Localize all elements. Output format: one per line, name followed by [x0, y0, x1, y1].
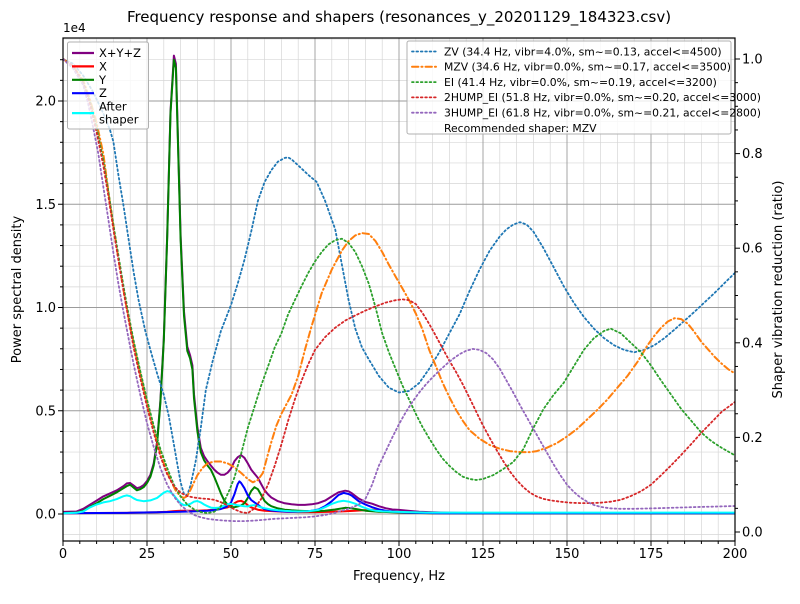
legend-recommended-note: Recommended shaper: MZV — [444, 122, 597, 135]
legend-psd-box — [67, 41, 149, 130]
legend-psd-item-label: After — [99, 100, 127, 114]
curve-y — [63, 58, 735, 515]
right-y-tick-label: 0.6 — [742, 242, 763, 257]
right-y-tick-label: 0.8 — [742, 147, 763, 162]
legend-shaper-item-label: EI (41.4 Hz, vibr=0.0%, sm~=0.19, accel<… — [444, 76, 717, 89]
chart-title: Frequency response and shapers (resonanc… — [127, 8, 671, 27]
legend-shapers-box — [406, 40, 732, 135]
curve-ei — [63, 58, 735, 514]
right-y-tick-label: 0.4 — [742, 336, 763, 351]
axis-ticks — [58, 58, 740, 546]
legend-psd-item-label: Z — [99, 86, 107, 100]
right-y-tick-label: 1.0 — [742, 53, 763, 68]
x-tick-label: 125 — [471, 547, 496, 562]
x-tick-label: 200 — [723, 547, 748, 562]
legend-psd-item-label: Y — [98, 73, 107, 87]
legend-shaper-item-label: ZV (34.4 Hz, vibr=4.0%, sm~=0.13, accel<… — [444, 45, 722, 58]
x-tick-label: 75 — [307, 547, 324, 562]
left-y-tick-label: 2.0 — [35, 95, 56, 110]
legend-psd-item-label: shaper — [99, 113, 139, 127]
right-y-axis-label: Shaper vibration reduction (ratio) — [771, 181, 786, 399]
curve-3hump-ei — [63, 58, 735, 522]
legend-shaper-item-label: 2HUMP_EI (51.8 Hz, vibr=0.0%, sm~=0.20, … — [444, 91, 761, 104]
legend-shapers: ZV (34.4 Hz, vibr=4.0%, sm~=0.13, accel<… — [406, 40, 761, 135]
x-tick-label: 175 — [639, 547, 664, 562]
data-curves — [63, 54, 735, 522]
curve-2hump-ei — [63, 58, 735, 514]
left-y-tick-label: 1.0 — [35, 301, 56, 316]
left-y-tick-label: 0.0 — [35, 508, 56, 523]
right-y-tick-label: 0.2 — [742, 431, 763, 446]
x-tick-label: 150 — [555, 547, 580, 562]
y-axis-offset-label: 1e4 — [63, 21, 86, 35]
x-tick-label: 50 — [223, 547, 240, 562]
legend-psd-item-label: X — [99, 59, 107, 73]
legend-shaper-item-label: 3HUMP_EI (61.8 Hz, vibr=0.0%, sm~=0.21, … — [444, 107, 761, 120]
x-tick-label: 25 — [139, 547, 156, 562]
tick-labels: 0 25 50 75 100 125 150 175 200 0.0 0.5 1.0 1.5 2.0 0.0… — [35, 53, 762, 563]
curve-x-y-z — [63, 54, 735, 514]
left-y-tick-label: 0.5 — [35, 404, 56, 419]
x-axis-label: Frequency, Hz — [353, 569, 445, 584]
curve-after-shaper — [63, 490, 735, 515]
left-y-tick-label: 1.5 — [35, 198, 56, 213]
right-y-tick-label: 0.0 — [742, 526, 763, 541]
x-tick-label: 100 — [387, 547, 412, 562]
curve-zv — [63, 58, 735, 497]
x-tick-label: 0 — [59, 547, 67, 562]
left-y-axis-label: Power spectral density — [10, 215, 25, 363]
legend-shaper-item-label: MZV (34.6 Hz, vibr=0.0%, sm~=0.17, accel… — [444, 61, 731, 74]
legend-psd-item-label: X+Y+Z — [99, 46, 141, 60]
